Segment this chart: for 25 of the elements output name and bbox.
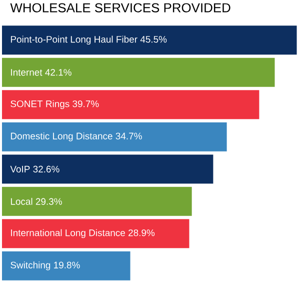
- y-tick-label: Switching: [10, 261, 50, 270]
- y-tick-label: Internet: [11, 69, 42, 76]
- data-label: 39.7%: [72, 100, 99, 108]
- data-label: 29.3%: [36, 198, 62, 205]
- y-tick-label: International Long Distance: [11, 229, 125, 238]
- bar: [2, 251, 130, 280]
- y-tick-label: Domestic Long Distance: [10, 132, 112, 142]
- bar: [2, 90, 260, 120]
- bar: [2, 219, 190, 248]
- data-label: 42.1%: [45, 69, 72, 76]
- bar: [2, 186, 192, 216]
- chart-title: WHOLESALE SERVICES PROVIDED: [10, 3, 230, 12]
- bar: [2, 58, 275, 87]
- data-label: 19.8%: [54, 262, 80, 268]
- bar: [2, 122, 227, 152]
- bar: [2, 26, 297, 55]
- data-label: 45.5%: [140, 36, 167, 43]
- y-tick-label: VoIP: [10, 166, 30, 172]
- data-label: 32.6%: [33, 166, 60, 172]
- y-tick-label: SONET Rings: [10, 100, 70, 110]
- y-tick-label: Point-to-Point Long Haul Fiber: [10, 36, 138, 45]
- data-label: 28.9%: [128, 229, 155, 236]
- data-label: 34.7%: [116, 132, 142, 140]
- y-tick-label: Local: [10, 198, 32, 205]
- bar: [2, 154, 214, 184]
